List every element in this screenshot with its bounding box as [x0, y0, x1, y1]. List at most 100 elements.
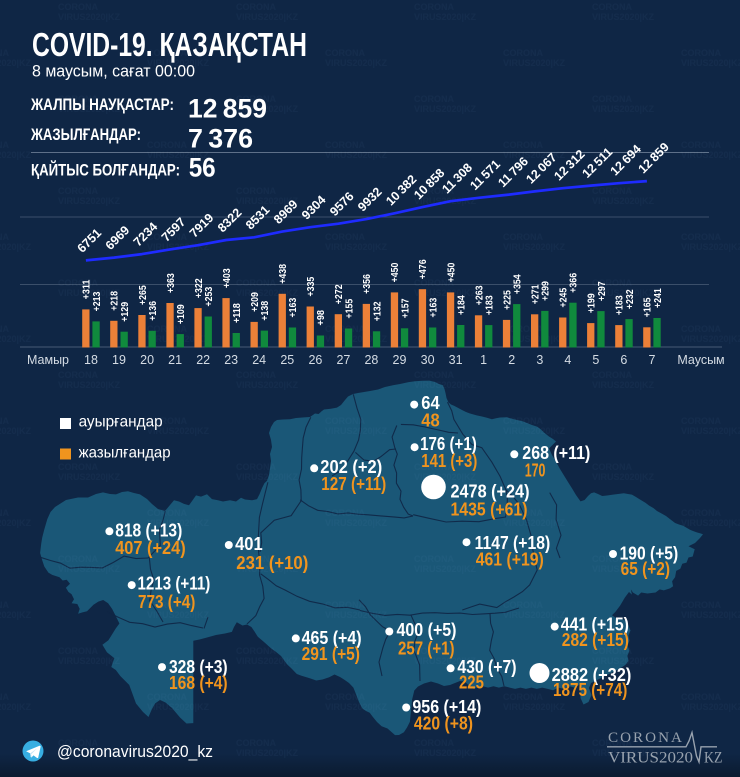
svg-text:257 (+1): 257 (+1)	[398, 639, 455, 659]
svg-text:48: 48	[421, 411, 439, 431]
svg-text:ҚАЙТЫС БОЛҒАНДАР:: ҚАЙТЫС БОЛҒАНДАР:	[31, 160, 180, 179]
svg-text:2882 (+32): 2882 (+32)	[552, 665, 632, 685]
svg-text:1: 1	[480, 353, 487, 367]
svg-text:+241: +241	[652, 288, 664, 308]
svg-text:+129: +129	[119, 302, 131, 322]
svg-text:1147 (+18): 1147 (+18)	[475, 533, 551, 553]
svg-text:2478 (+24): 2478 (+24)	[451, 481, 530, 501]
svg-text:+438: +438	[277, 264, 289, 284]
svg-text:+184: +184	[456, 295, 468, 315]
svg-text:1875 (+74): 1875 (+74)	[553, 680, 627, 700]
svg-text:4: 4	[564, 353, 571, 367]
svg-text:ЖАЗЫЛҒАНДАР:: ЖАЗЫЛҒАНДАР:	[30, 126, 141, 144]
svg-text:+363: +363	[165, 273, 177, 293]
svg-text:+403: +403	[221, 268, 233, 288]
svg-text:407 (+24): 407 (+24)	[115, 538, 186, 558]
svg-text:27: 27	[336, 353, 350, 367]
svg-text:+272: +272	[333, 284, 345, 304]
svg-text:жазылғандар: жазылғандар	[79, 444, 171, 461]
svg-text:3: 3	[536, 353, 543, 367]
svg-text:30: 30	[421, 353, 435, 367]
svg-text:127 (+11): 127 (+11)	[321, 474, 386, 494]
svg-text:23: 23	[224, 353, 238, 367]
svg-text:282 (+15): 282 (+15)	[562, 630, 629, 650]
svg-text:190 (+5): 190 (+5)	[620, 544, 679, 564]
svg-text:+232: +232	[624, 289, 636, 309]
svg-text:+271: +271	[529, 284, 541, 304]
svg-text:170: 170	[525, 461, 546, 481]
svg-text:+354: +354	[512, 274, 524, 294]
svg-text:+322: +322	[193, 278, 205, 298]
svg-text:29: 29	[393, 353, 407, 367]
svg-text:956 (+14): 956 (+14)	[412, 697, 481, 717]
svg-text:+199: +199	[586, 293, 598, 313]
svg-text:+213: +213	[91, 291, 103, 311]
svg-text:18: 18	[84, 353, 98, 367]
svg-text:773 (+4): 773 (+4)	[138, 592, 195, 612]
svg-text:+311: +311	[81, 279, 93, 299]
svg-text:+136: +136	[147, 301, 159, 321]
svg-text:26: 26	[308, 353, 322, 367]
svg-text:328 (+3): 328 (+3)	[169, 657, 228, 677]
svg-text:65 (+2): 65 (+2)	[621, 559, 670, 579]
svg-text:Маусым: Маусым	[677, 353, 724, 367]
svg-text:+183: +183	[614, 295, 626, 315]
svg-text:28: 28	[364, 353, 378, 367]
svg-text:+450: +450	[445, 262, 457, 282]
svg-text:+109: +109	[175, 304, 187, 324]
svg-text:231 (+10): 231 (+10)	[236, 553, 308, 573]
svg-text:ауырғандар: ауырғандар	[79, 414, 163, 431]
svg-text:401: 401	[235, 534, 263, 554]
svg-text:@coronavirus2020_kz: @coronavirus2020_kz	[57, 742, 213, 761]
svg-text:+163: +163	[427, 298, 439, 318]
svg-text:+476: +476	[417, 259, 429, 279]
svg-text:+265: +265	[137, 285, 149, 305]
svg-text:7: 7	[649, 353, 656, 367]
svg-text:420 (+8): 420 (+8)	[414, 713, 473, 733]
svg-text:291 (+5): 291 (+5)	[302, 644, 360, 664]
svg-text:COVID-19. ҚАЗАҚСТАН: COVID-19. ҚАЗАҚСТАН	[32, 26, 307, 63]
svg-text:21: 21	[168, 353, 182, 367]
svg-text:Мамыр: Мамыр	[27, 353, 69, 367]
svg-text:56: 56	[189, 152, 216, 182]
svg-text:441 (+15): 441 (+15)	[561, 615, 629, 635]
svg-text:31: 31	[449, 353, 463, 367]
svg-text:141 (+3): 141 (+3)	[421, 451, 477, 471]
svg-text:+366: +366	[568, 273, 580, 293]
svg-text:+132: +132	[371, 301, 383, 321]
svg-text:+165: +165	[642, 297, 654, 317]
svg-text:64: 64	[421, 393, 439, 413]
svg-text:+163: +163	[287, 298, 299, 318]
svg-text:+98: +98	[315, 310, 327, 326]
svg-text:7 376: 7 376	[188, 124, 253, 154]
svg-text:25: 25	[280, 353, 294, 367]
svg-text:6: 6	[620, 353, 627, 367]
svg-text:1213 (+11): 1213 (+11)	[138, 574, 211, 594]
svg-text:1435 (+61): 1435 (+61)	[451, 500, 528, 520]
svg-text:+263: +263	[473, 285, 485, 305]
svg-text:+450: +450	[389, 262, 401, 282]
svg-text:430 (+7): 430 (+7)	[457, 657, 516, 677]
svg-text:+118: +118	[231, 303, 243, 323]
svg-text:+218: +218	[109, 291, 121, 311]
svg-text:+335: +335	[305, 277, 317, 297]
svg-text:818 (+13): 818 (+13)	[115, 520, 182, 540]
svg-text:202 (+2): 202 (+2)	[320, 457, 382, 477]
svg-text:+253: +253	[203, 287, 215, 307]
svg-text:19: 19	[112, 353, 126, 367]
svg-text:22: 22	[196, 353, 210, 367]
svg-text:+356: +356	[361, 274, 373, 294]
svg-text:8 маусым, сағат 00:00: 8 маусым, сағат 00:00	[32, 61, 195, 80]
svg-text:KZ: KZ	[704, 749, 723, 766]
svg-text:+209: +209	[249, 292, 261, 312]
svg-text:+155: +155	[343, 299, 355, 319]
svg-text:+299: +299	[540, 281, 552, 301]
svg-text:5: 5	[592, 353, 599, 367]
svg-text:2: 2	[508, 353, 515, 367]
svg-text:+225: +225	[501, 290, 513, 310]
svg-text:20: 20	[140, 353, 154, 367]
svg-text:+297: +297	[596, 281, 608, 301]
svg-text:12 859: 12 859	[188, 94, 267, 124]
svg-text:VIRUS2020: VIRUS2020	[608, 749, 693, 766]
svg-text:268 (+11): 268 (+11)	[522, 443, 590, 463]
